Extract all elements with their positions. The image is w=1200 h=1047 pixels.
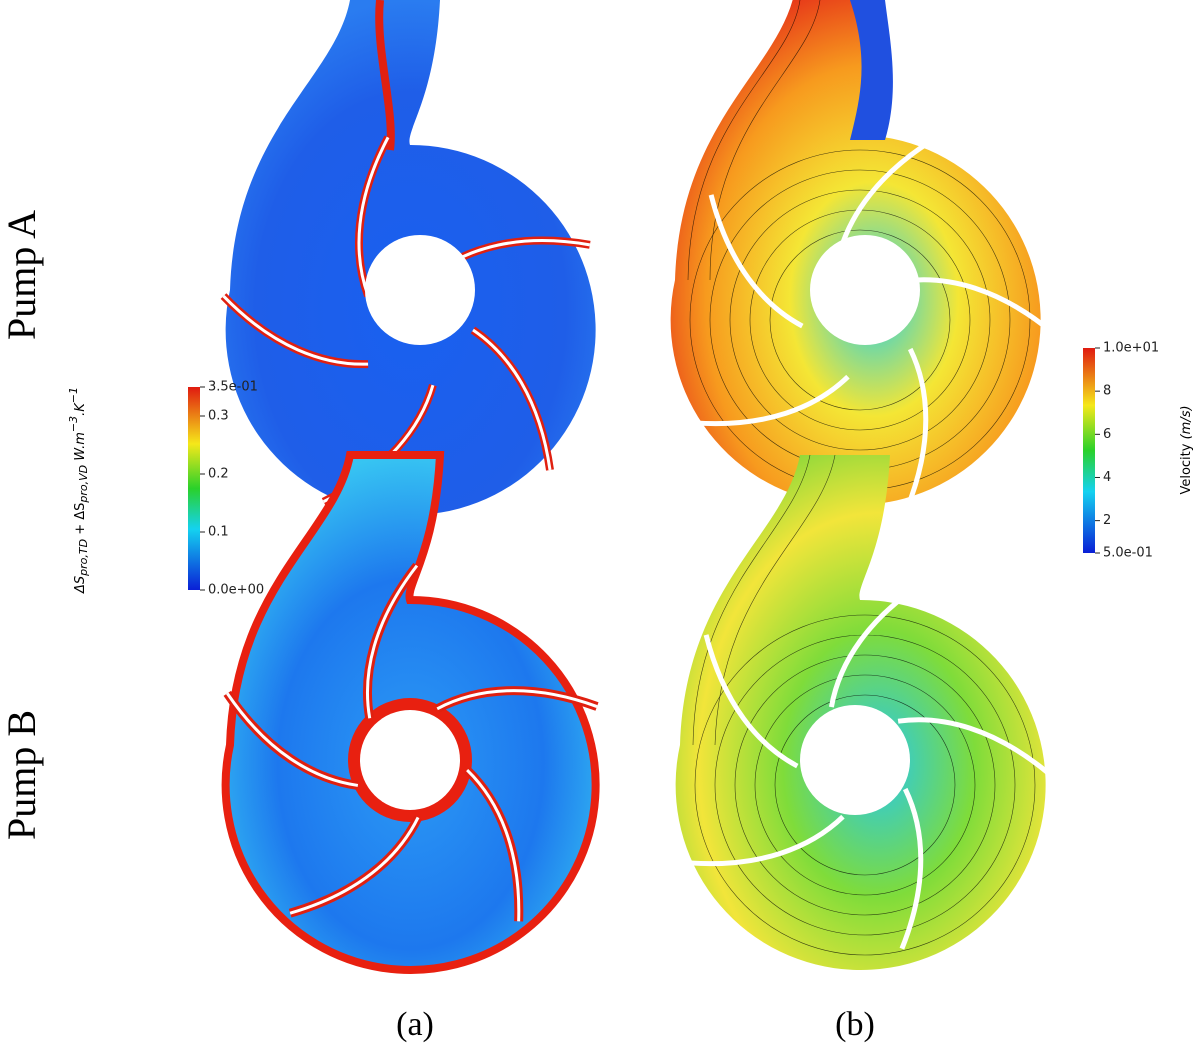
title-part: −1 xyxy=(67,387,80,403)
column-label: (b) xyxy=(835,1006,875,1043)
tick-label: 0.0e+00 xyxy=(208,583,264,598)
panel-a-pump-b xyxy=(226,455,597,970)
tick-label: 0.2 xyxy=(208,467,229,482)
panel-a-pump-a xyxy=(223,0,596,515)
panel-b-pump-a xyxy=(670,0,1054,509)
title-part: pro,TD xyxy=(77,539,90,577)
title-part: ΔS xyxy=(73,576,88,594)
title-part: .K xyxy=(73,402,88,416)
tick-label: 1.0e+01 xyxy=(1103,341,1159,356)
colorbar-title: ΔSpro,TD + ΔSpro,VD W.m−3.K−1 xyxy=(67,387,90,594)
tick-label: 0.1 xyxy=(208,525,229,540)
title-part: W.m xyxy=(73,432,88,465)
tick-label: 2 xyxy=(1103,513,1111,528)
tick-label: 5.0e-01 xyxy=(1103,546,1153,561)
title-part: pro,VD xyxy=(77,465,90,504)
panel-b-pump-b xyxy=(675,454,1049,970)
title-part: (m/s) xyxy=(1179,405,1194,439)
tick-label: 8 xyxy=(1103,384,1111,399)
tick-label: 3.5e-01 xyxy=(208,380,258,395)
title-part: + ΔS xyxy=(73,503,88,539)
title-part: Velocity xyxy=(1179,439,1194,494)
row-label: Pump B xyxy=(0,710,44,840)
colorbar-title: Velocity (m/s) xyxy=(1179,405,1194,494)
colorbar xyxy=(1083,348,1095,553)
colorbar xyxy=(188,387,200,590)
title-part: −3 xyxy=(67,416,80,432)
column-label: (a) xyxy=(396,1006,434,1043)
tick-label: 6 xyxy=(1103,427,1111,442)
row-label: Pump A xyxy=(0,210,44,340)
tick-label: 0.3 xyxy=(208,409,229,424)
tick-label: 4 xyxy=(1103,470,1111,485)
